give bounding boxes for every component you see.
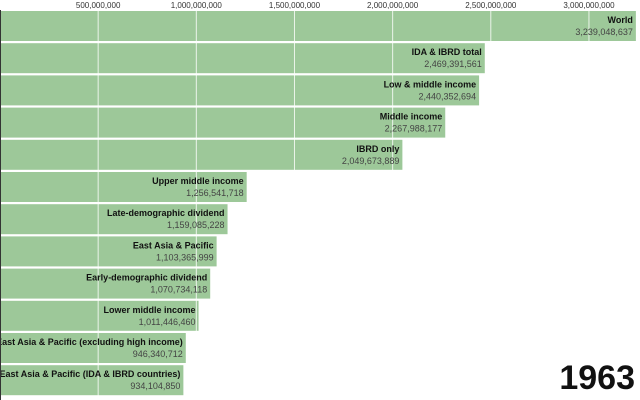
bar — [0, 333, 186, 363]
bar-label: Lower middle income — [104, 305, 196, 315]
bar — [0, 172, 247, 202]
bar-label: IDA & IBRD total — [412, 47, 482, 57]
bar-label: Upper middle income — [152, 176, 244, 186]
bar — [0, 268, 211, 299]
x-tick-label: 1,000,000,000 — [171, 1, 223, 10]
bar-value: 2,049,673,889 — [342, 156, 400, 166]
bar-value: 946,340,712 — [133, 349, 183, 359]
bar-value: 1,159,085,228 — [167, 220, 225, 230]
year-label: 1963 — [559, 359, 635, 397]
bar — [0, 43, 485, 74]
bar — [0, 75, 480, 106]
bar-label: Early-demographic dividend — [86, 273, 207, 283]
bar-value: 1,011,446,460 — [139, 317, 196, 327]
bar-label: Late-demographic dividend — [107, 208, 225, 218]
bar-value: 1,256,541,718 — [186, 188, 244, 198]
bar — [0, 11, 636, 41]
bar-label: Middle income — [380, 112, 443, 122]
x-tick-label: 2,000,000,000 — [367, 1, 419, 10]
bar-value: 2,440,352,694 — [419, 91, 477, 101]
bar — [0, 204, 228, 235]
bar — [0, 107, 446, 138]
bar-value: 934,104,850 — [130, 381, 180, 391]
bar — [0, 236, 217, 267]
bar-label: East Asia & Pacific — [133, 240, 214, 250]
bar — [0, 300, 199, 331]
bar — [0, 365, 184, 396]
bar — [0, 139, 403, 170]
bar-label: World — [608, 15, 633, 25]
bar-value: 1,103,365,999 — [156, 252, 214, 262]
bar-value: 2,267,988,177 — [385, 124, 443, 134]
x-tick-label: 3,000,000,000 — [563, 1, 615, 10]
bar-value: 1,070,734,118 — [150, 285, 207, 295]
bar-value: 3,239,048,637 — [575, 27, 633, 37]
bar-label: East Asia & Pacific (excluding high inco… — [0, 337, 183, 347]
bar-label: East Asia & Pacific (IDA & IBRD countrie… — [0, 369, 180, 379]
x-tick-label: 500,000,000 — [76, 1, 121, 10]
x-tick-label: 2,500,000,000 — [465, 1, 517, 10]
x-tick-label: 1,500,000,000 — [269, 1, 321, 10]
bar-label: Low & middle income — [384, 79, 477, 89]
bar-label: IBRD only — [356, 144, 399, 154]
bar-value: 2,469,391,561 — [424, 59, 482, 69]
